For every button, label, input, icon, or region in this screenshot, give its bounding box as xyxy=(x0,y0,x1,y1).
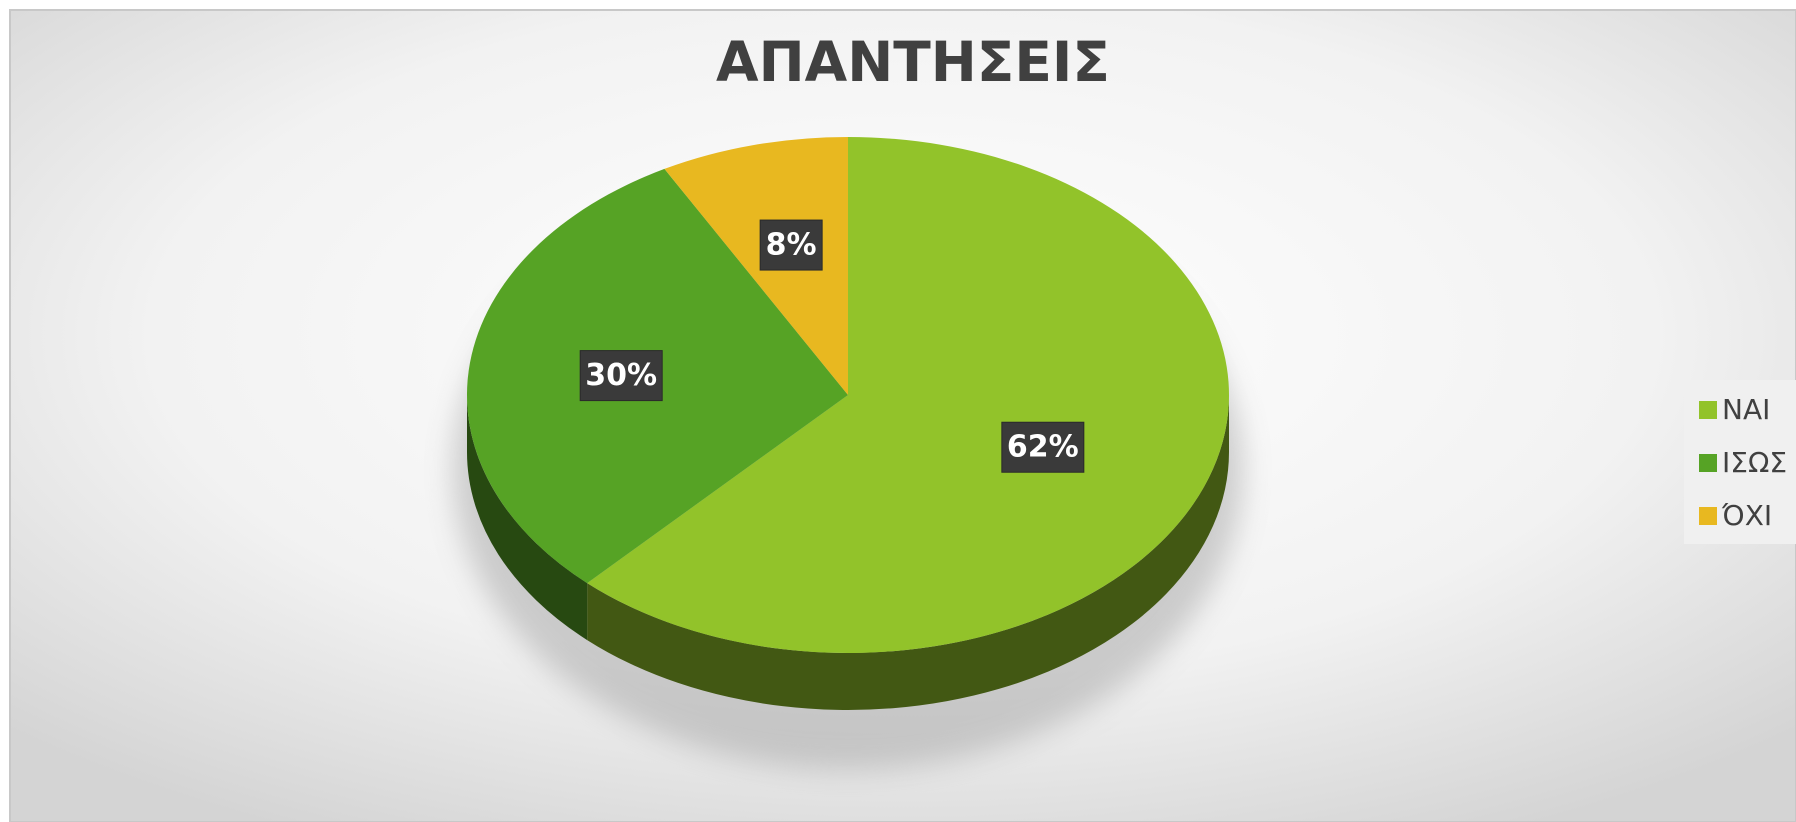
pie-slice xyxy=(587,137,1229,653)
data-label: 62% xyxy=(1007,430,1079,465)
legend-label: ΙΣΩΣ xyxy=(1722,446,1787,479)
legend-swatch xyxy=(1699,507,1717,525)
data-label: 30% xyxy=(585,358,657,393)
legend-label: ΝΑΙ xyxy=(1722,393,1770,426)
data-label-box xyxy=(1001,421,1085,473)
legend-swatch xyxy=(1699,401,1717,419)
legend-label: ΌΧΙ xyxy=(1721,499,1772,532)
pie-side xyxy=(467,395,588,641)
pie-side xyxy=(587,395,1229,711)
chart-title: ΑΠΑΝΤΗΣΕΙΣ xyxy=(716,30,1110,94)
data-label: 8% xyxy=(766,228,817,263)
data-label-box xyxy=(579,350,663,402)
pie-slice xyxy=(664,137,848,395)
legend-swatch xyxy=(1699,454,1717,472)
data-label-box xyxy=(759,219,823,271)
pie: 62% 30% 8% xyxy=(467,137,1229,711)
